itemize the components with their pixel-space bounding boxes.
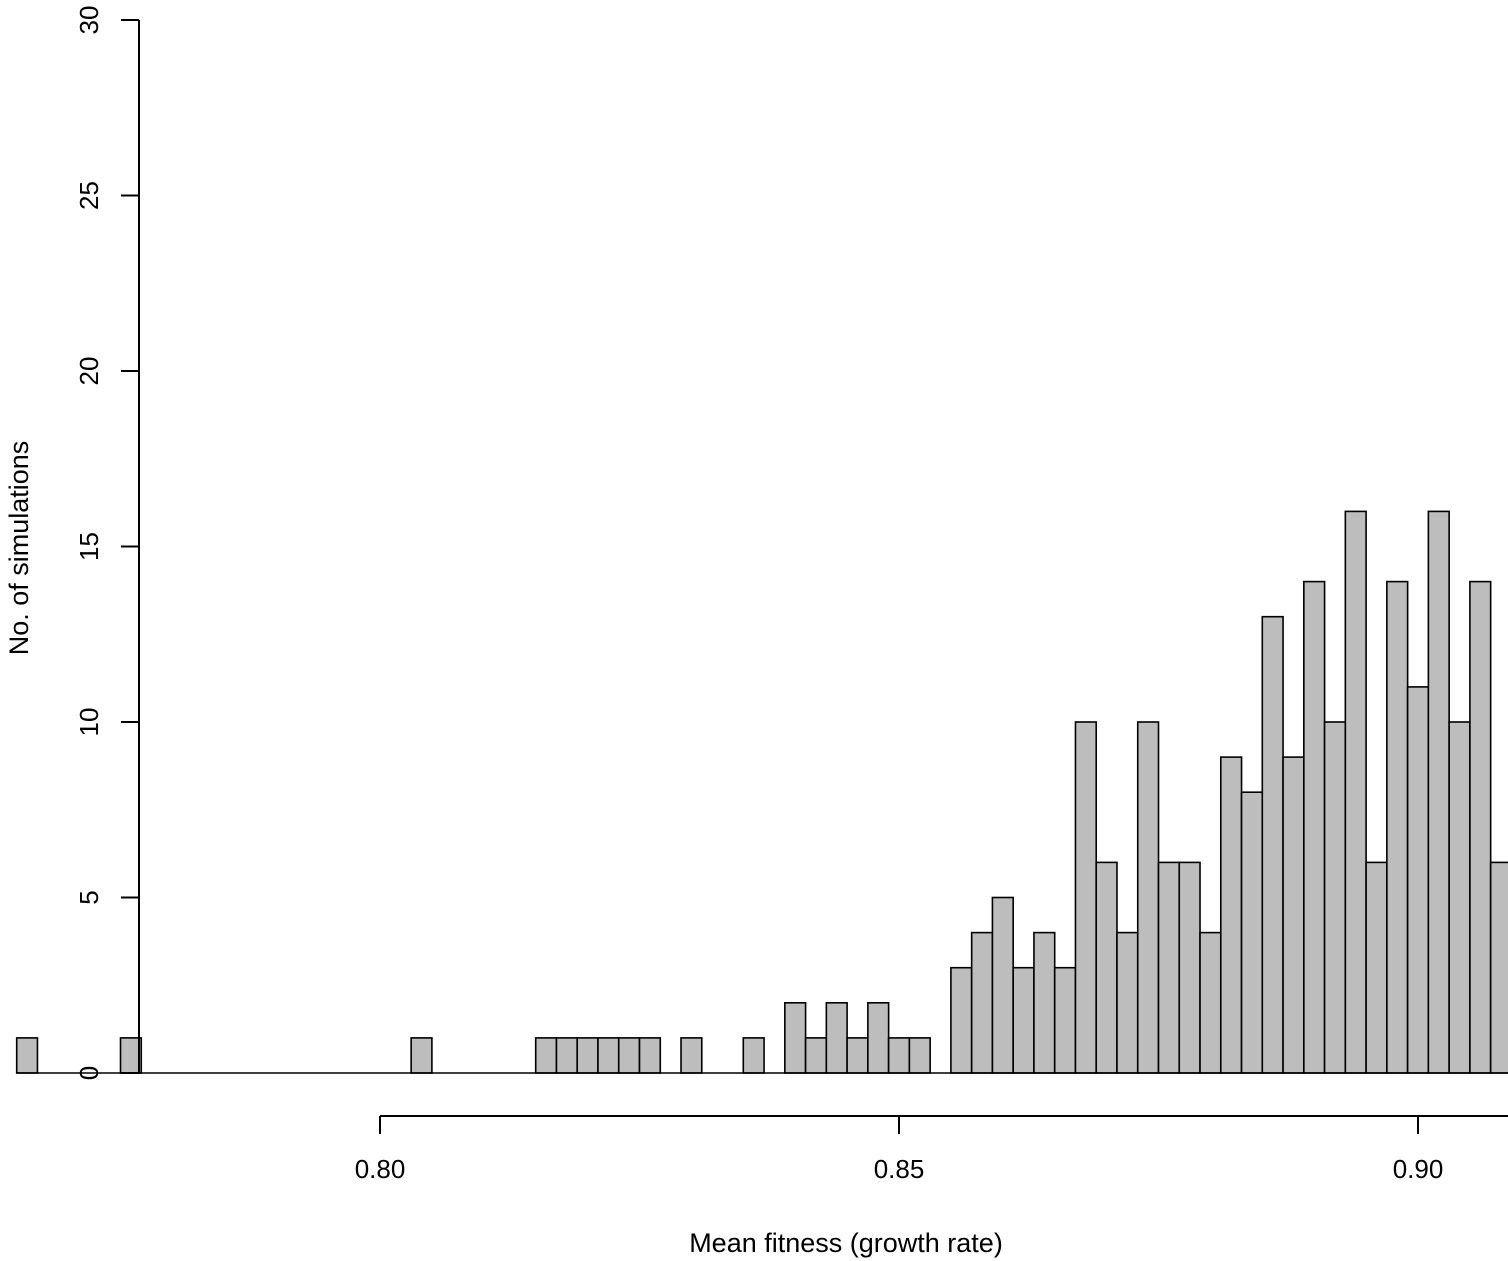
histogram-bar bbox=[1469, 580, 1492, 1074]
histogram-bar bbox=[950, 966, 973, 1074]
histogram-bar bbox=[784, 1001, 807, 1074]
histogram-bar bbox=[534, 1037, 558, 1074]
histogram-bar bbox=[991, 896, 1014, 1074]
histogram-bar bbox=[555, 1037, 579, 1074]
histogram-bar bbox=[1095, 861, 1118, 1074]
histogram-bar bbox=[1427, 510, 1450, 1074]
histogram-bar bbox=[1261, 615, 1284, 1074]
histogram-bar bbox=[1178, 861, 1201, 1074]
histogram-bar bbox=[15, 1037, 39, 1074]
x-tick-label: 0.80 bbox=[355, 1154, 406, 1184]
histogram-bar bbox=[887, 1037, 911, 1074]
histogram-bar bbox=[597, 1037, 620, 1074]
histogram-bar bbox=[804, 1037, 828, 1074]
histogram-bar bbox=[1282, 756, 1305, 1074]
histogram-bar bbox=[1303, 580, 1326, 1074]
y-tick-label: 15 bbox=[74, 532, 104, 561]
histogram-bar bbox=[1240, 791, 1264, 1074]
histogram-bar bbox=[1448, 721, 1471, 1074]
histogram-bar bbox=[1136, 721, 1160, 1074]
histogram-bar bbox=[1219, 756, 1243, 1074]
histogram-bar bbox=[742, 1037, 765, 1074]
histogram-bar bbox=[867, 1001, 890, 1074]
histogram-bar bbox=[825, 1001, 848, 1074]
histogram-bar bbox=[1074, 721, 1098, 1074]
histogram-bar bbox=[846, 1037, 869, 1074]
y-axis: 0 5 10 15 20 25 30 bbox=[74, 6, 140, 1080]
y-tick-label: 25 bbox=[74, 181, 104, 210]
histogram-bar bbox=[908, 1037, 931, 1074]
y-tick-label: 20 bbox=[74, 357, 104, 386]
x-axis-label: Mean fitness (growth rate) bbox=[689, 1228, 1003, 1258]
histogram-bar bbox=[1157, 861, 1181, 1074]
histogram-bar bbox=[1199, 931, 1222, 1074]
histogram-bar bbox=[1323, 721, 1347, 1074]
histogram-bar bbox=[1116, 931, 1139, 1074]
histogram-bar bbox=[1489, 861, 1508, 1074]
histogram-bar bbox=[970, 931, 994, 1074]
x-axis: 0.800.850.900.951.00 bbox=[355, 1115, 1508, 1184]
histogram-bar bbox=[1406, 686, 1430, 1074]
histogram-bar bbox=[576, 1037, 599, 1074]
y-tick-label: 0 bbox=[74, 1066, 104, 1080]
y-axis-label: No. of simulations bbox=[4, 441, 34, 656]
y-tick-label: 30 bbox=[74, 6, 104, 35]
histogram-bar bbox=[1365, 861, 1388, 1074]
histogram-bar bbox=[1344, 510, 1367, 1074]
histogram-bar bbox=[680, 1037, 703, 1074]
histogram-bar bbox=[1012, 966, 1035, 1074]
x-tick-label: 0.90 bbox=[1393, 1154, 1444, 1184]
y-tick-label: 5 bbox=[74, 890, 104, 904]
y-tick-label: 10 bbox=[74, 708, 104, 737]
histogram-bar bbox=[410, 1037, 433, 1074]
histogram-bar bbox=[638, 1037, 662, 1074]
histogram-bar bbox=[617, 1037, 641, 1074]
histogram-bars bbox=[15, 510, 1508, 1074]
histogram-bar bbox=[1053, 966, 1077, 1074]
histogram-bar bbox=[1033, 931, 1056, 1074]
x-tick-label: 0.85 bbox=[874, 1154, 925, 1184]
histogram-bar bbox=[1386, 580, 1409, 1074]
